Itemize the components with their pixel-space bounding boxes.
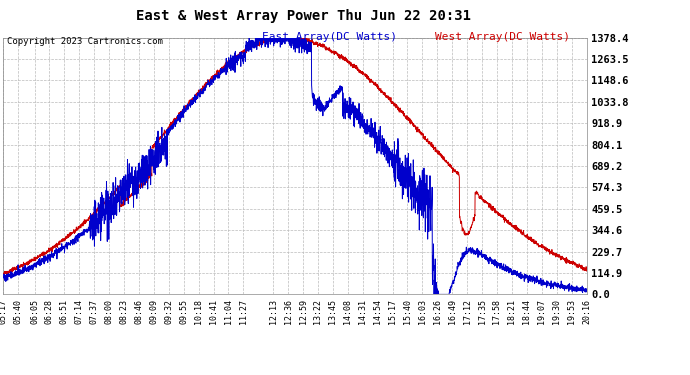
Text: Copyright 2023 Cartronics.com: Copyright 2023 Cartronics.com [7,38,163,46]
Text: West Array(DC Watts): West Array(DC Watts) [435,32,570,42]
Text: East & West Array Power Thu Jun 22 20:31: East & West Array Power Thu Jun 22 20:31 [136,9,471,23]
Text: East Array(DC Watts): East Array(DC Watts) [262,32,397,42]
